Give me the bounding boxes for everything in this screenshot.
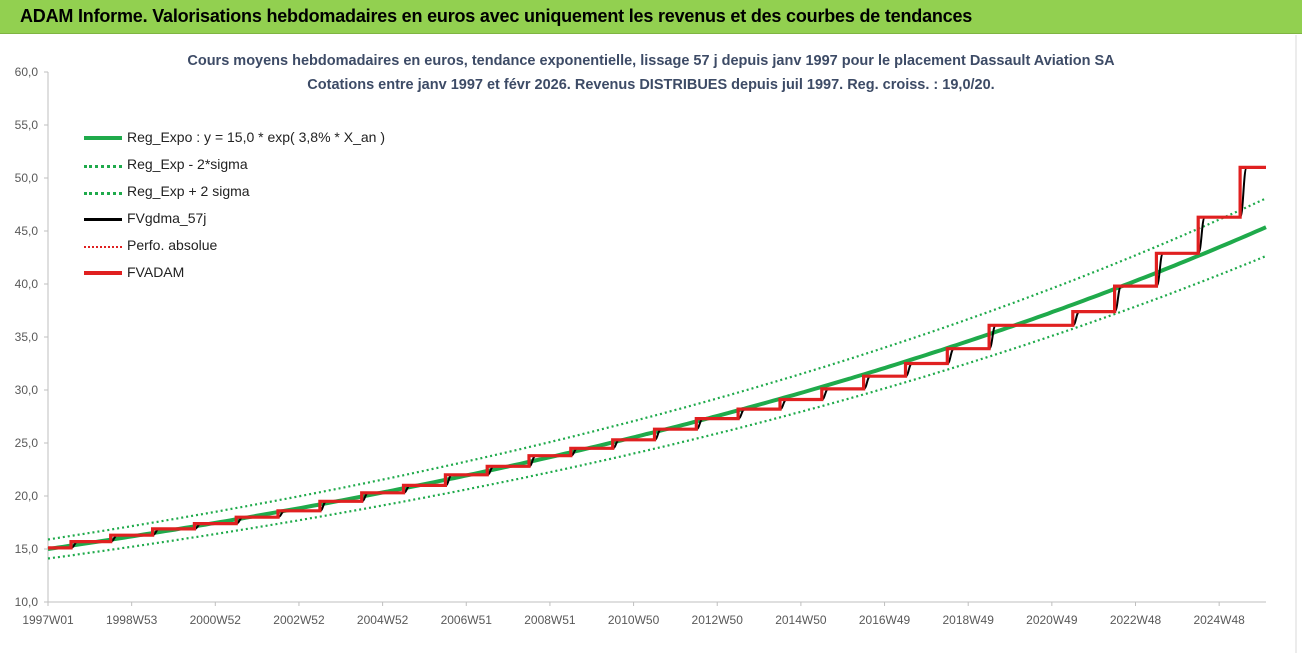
x-tick-label: 1998W53 [106,613,158,627]
y-tick-label: 25,0 [15,436,39,450]
y-tick-label: 20,0 [15,489,39,503]
y-tick-label: 30,0 [15,383,39,397]
y-tick-label: 45,0 [15,224,39,238]
legend-label: Reg_Exp - 2*sigma [127,156,248,172]
legend-label: Perfo. absolue [127,237,218,253]
x-tick-label: 2014W50 [775,613,827,627]
x-tick-label: 2018W49 [943,613,995,627]
y-tick-label: 50,0 [15,171,39,185]
x-tick-label: 2024W48 [1193,613,1245,627]
legend-label: FVgdma_57j [127,210,207,226]
series-reg-exp-minus-2sigma [47,254,1267,560]
series-reg-exp-plus-2sigma [47,197,1267,541]
x-tick-label: 2016W49 [859,613,911,627]
series-fvadam [48,165,1266,550]
legend-label: Reg_Expo : y = 15,0 * exp( 3,8% * X_an ) [127,129,385,145]
page-title: ADAM Informe. Valorisations hebdomadaire… [20,6,973,26]
legend-swatch [84,218,122,221]
x-tick-label: 2002W52 [273,613,325,627]
legend-swatch [84,136,122,140]
y-tick-label: 60,0 [15,65,39,79]
header-bar: ADAM Informe. Valorisations hebdomadaire… [0,0,1302,34]
x-tick-label: 2020W49 [1026,613,1078,627]
x-tick-label: 2004W52 [357,613,409,627]
x-tick-label: 2012W50 [692,613,744,627]
chart-subtitle: Cotations entre janv 1997 et févr 2026. … [307,77,995,93]
x-tick-label: 2000W52 [190,613,242,627]
y-tick-label: 55,0 [15,118,39,132]
legend-swatch [84,192,122,195]
legend-label: FVADAM [127,264,185,280]
x-tick-label: 2010W50 [608,613,660,627]
legend-swatch [84,271,122,275]
y-tick-label: 35,0 [15,330,39,344]
y-tick-label: 40,0 [15,277,39,291]
x-tick-label: 2008W51 [524,613,576,627]
x-tick-label: 2006W51 [441,613,493,627]
chart-area: Cours moyens hebdomadaires en euros, ten… [0,35,1302,653]
y-tick-label: 10,0 [15,595,39,609]
x-tick-label: 2022W48 [1110,613,1162,627]
legend-swatch [84,165,122,168]
chart-title: Cours moyens hebdomadaires en euros, ten… [187,53,1115,69]
legend-swatch [84,246,122,248]
series-fvgdma-57j [48,166,1267,549]
line-chart: 10,0 15,0 20,0 25,0 30,0 35,0 40,0 45,0 50,0 55,0… [15,35,1297,653]
x-tick-label: 1997W01 [22,613,74,627]
series-perfo-absolue [48,166,1266,549]
legend-label: Reg_Exp + 2 sigma [127,183,250,199]
y-tick-label: 15,0 [15,542,39,556]
